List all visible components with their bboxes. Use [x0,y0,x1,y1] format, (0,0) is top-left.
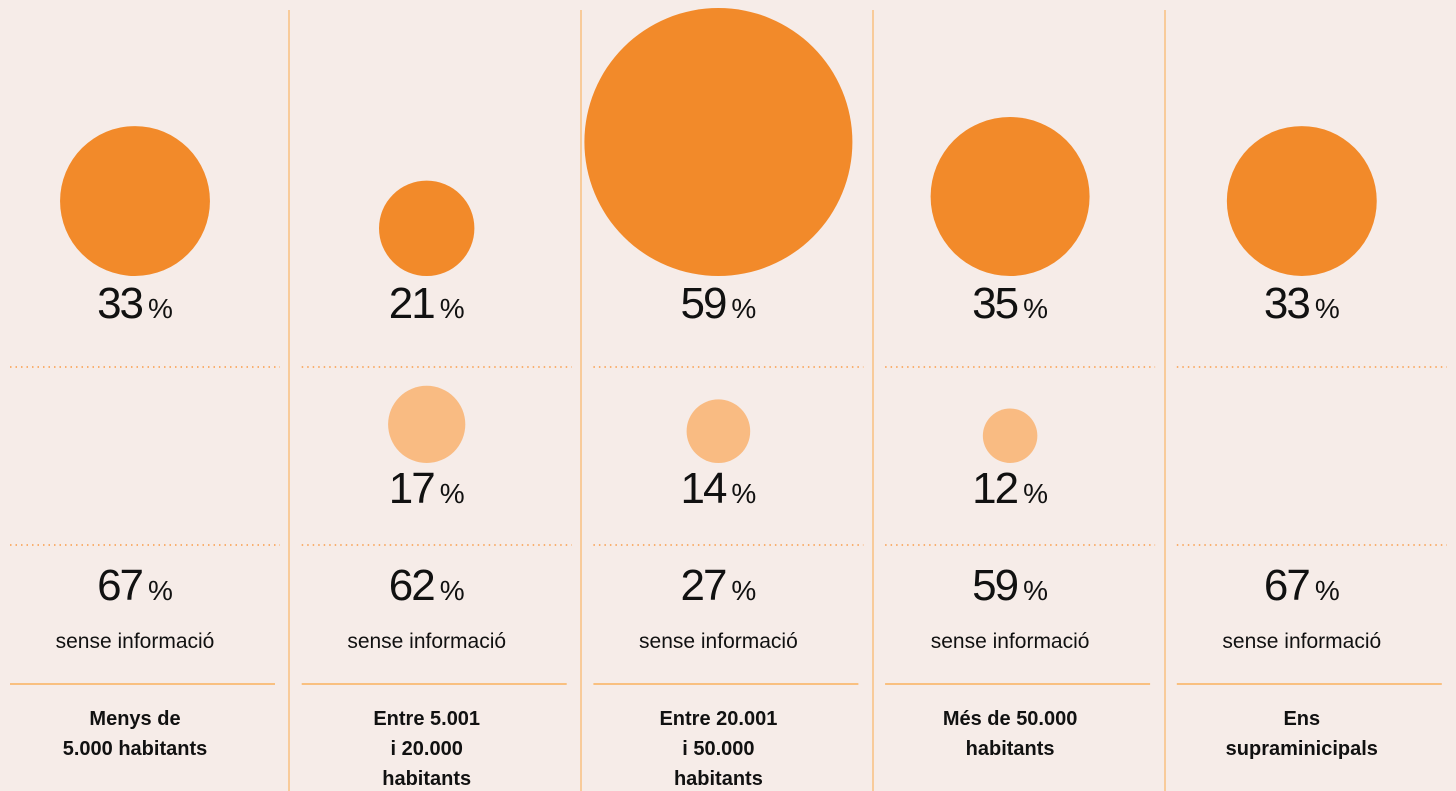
percent-unit: % [731,478,756,509]
category-label: Menys de [89,708,180,730]
percent-unit: % [1315,575,1340,606]
no-info-label: sense informació [931,630,1090,653]
percent-unit: % [731,575,756,606]
percent-label: 33% [1264,279,1340,328]
percent-value: 12 [972,464,1017,513]
percent-unit: % [731,293,756,324]
bubble [982,408,1038,463]
no-info-label: sense informació [1222,630,1381,653]
percent-unit: % [440,478,465,509]
category-label: Entre 20.001 [659,708,777,730]
category-label: i 50.000 [682,738,754,760]
percent-value: 27 [680,561,725,610]
percent-value: 33 [97,279,142,328]
category-label: i 20.000 [391,738,463,760]
percent-unit: % [440,575,465,606]
percent-label: 59% [680,279,756,328]
percent-label: 67% [97,561,173,610]
bubble [584,8,853,276]
percent-value: 59 [972,561,1017,610]
percent-label: 21% [389,279,465,328]
category-label: habitants [382,768,471,790]
percent-label: 12% [972,464,1048,513]
category-label: habitants [674,768,763,790]
category-label: habitants [966,738,1055,760]
percent-value: 59 [680,279,725,328]
percent-value: 21 [389,279,434,328]
percent-unit: % [148,575,173,606]
bubble [1226,126,1377,277]
percent-value: 67 [97,561,142,610]
category-label: Ens [1283,708,1320,730]
bubble [388,385,466,463]
category-label: 5.000 habitants [63,738,208,760]
percent-value: 35 [972,279,1017,328]
bubble [686,399,751,464]
percent-label: 27% [680,561,756,610]
percent-unit: % [148,293,173,324]
percent-label: 14% [680,464,756,513]
percent-label: 35% [972,279,1048,328]
percent-label: 62% [389,561,465,610]
percent-unit: % [1023,293,1048,324]
no-info-label: sense informació [639,630,798,653]
percent-value: 17 [389,464,434,513]
bubble [930,117,1090,277]
percent-unit: % [1023,575,1048,606]
no-info-label: sense informació [347,630,506,653]
percent-value: 33 [1264,279,1309,328]
percent-unit: % [440,293,465,324]
percent-unit: % [1315,293,1340,324]
bubble [379,180,475,276]
category-label: Més de 50.000 [943,708,1078,730]
percent-label: 17% [389,464,465,513]
category-label: Entre 5.001 [373,708,480,730]
percent-label: 59% [972,561,1048,610]
percent-label: 33% [97,279,173,328]
percent-unit: % [1023,478,1048,509]
percent-value: 14 [680,464,726,513]
no-info-label: sense informació [56,630,215,653]
percent-label: 67% [1264,561,1340,610]
percent-value: 62 [389,561,434,610]
percent-value: 67 [1264,561,1309,610]
bubble [60,126,210,277]
category-label: supraminicipals [1226,738,1378,760]
